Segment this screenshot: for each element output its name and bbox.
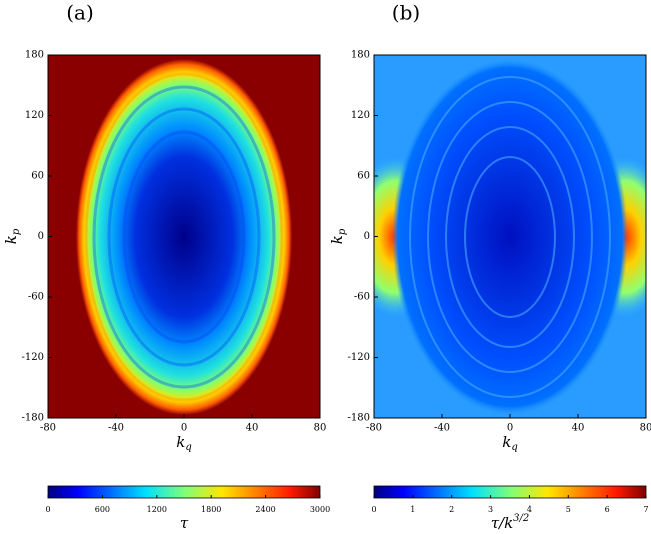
colorbar-tick-label: 1800 — [201, 505, 221, 514]
x-tick-label: -40 — [108, 423, 124, 434]
x-axis-label: kq — [502, 433, 518, 453]
y-axis-label: kp — [2, 228, 22, 244]
colorbar-tick-label: 4 — [527, 505, 532, 514]
colorbar-tick-label: 3000 — [310, 505, 330, 514]
y-tick-label: 120 — [25, 110, 44, 121]
colorbar-label: τ/k3/2 — [491, 513, 530, 533]
colorbar-tick-label: 600 — [95, 505, 110, 514]
x-tick-label: 0 — [181, 423, 187, 434]
heatmap-image — [48, 55, 320, 418]
x-tick-label: 80 — [314, 423, 327, 434]
x-axis-label-sub: q — [511, 442, 517, 453]
x-tick-label: -80 — [40, 423, 56, 434]
y-axis-label-main: k — [2, 235, 20, 244]
colorbar-tick-label: 0 — [371, 505, 376, 514]
y-tick-label: -120 — [22, 352, 44, 363]
y-tick-label: -60 — [354, 292, 370, 303]
colorbar-label-main: τ/k — [491, 514, 513, 532]
y-axis-label-main: k — [328, 235, 346, 244]
y-tick-label: -120 — [348, 352, 370, 363]
colorbar-tick-label: 1 — [410, 505, 415, 514]
colorbar-tick-label: 1200 — [147, 505, 167, 514]
x-axis-label-sub: q — [185, 442, 191, 453]
colorbar-label-main: τ — [180, 514, 189, 532]
x-tick-label: 80 — [640, 423, 651, 434]
x-tick-label: -40 — [434, 423, 450, 434]
colorbar-label-sup: 3/2 — [513, 513, 529, 524]
colorbar-label: τ — [180, 514, 189, 532]
panel-label: (a) — [66, 1, 94, 25]
y-tick-label: 60 — [357, 171, 370, 182]
y-tick-label: 180 — [25, 50, 44, 61]
x-tick-label: -80 — [366, 423, 382, 434]
y-tick-label: 0 — [38, 231, 44, 242]
y-axis-label-sub: p — [11, 228, 22, 235]
colorbar-tick-label: 3 — [488, 505, 493, 514]
colorbar-tick-label: 6 — [605, 505, 610, 514]
colorbar-tick-label: 5 — [566, 505, 571, 514]
colorbar-tick-label: 7 — [643, 505, 648, 514]
x-axis-label: kq — [176, 433, 192, 453]
colorbar-tick-label: 2 — [449, 505, 454, 514]
x-tick-label: 40 — [572, 423, 585, 434]
y-tick-label: -60 — [28, 292, 44, 303]
panel-label: (b) — [392, 1, 420, 25]
colorbar — [373, 485, 647, 499]
y-axis-label: kp — [328, 228, 348, 244]
y-axis-label-sub: p — [337, 228, 348, 235]
x-axis-label-main: k — [176, 433, 185, 451]
y-tick-label: -180 — [348, 413, 370, 424]
heatmap-image — [374, 55, 646, 418]
y-tick-label: 0 — [364, 231, 370, 242]
y-tick-label: 180 — [351, 50, 370, 61]
colorbar-tick-label: 0 — [45, 505, 50, 514]
colorbar — [47, 485, 321, 499]
y-tick-label: 120 — [351, 110, 370, 121]
x-tick-label: 40 — [246, 423, 259, 434]
x-tick-label: 0 — [507, 423, 513, 434]
y-tick-label: 60 — [31, 171, 44, 182]
y-tick-label: -180 — [22, 413, 44, 424]
colorbar-tick-label: 2400 — [255, 505, 275, 514]
x-axis-label-main: k — [502, 433, 511, 451]
